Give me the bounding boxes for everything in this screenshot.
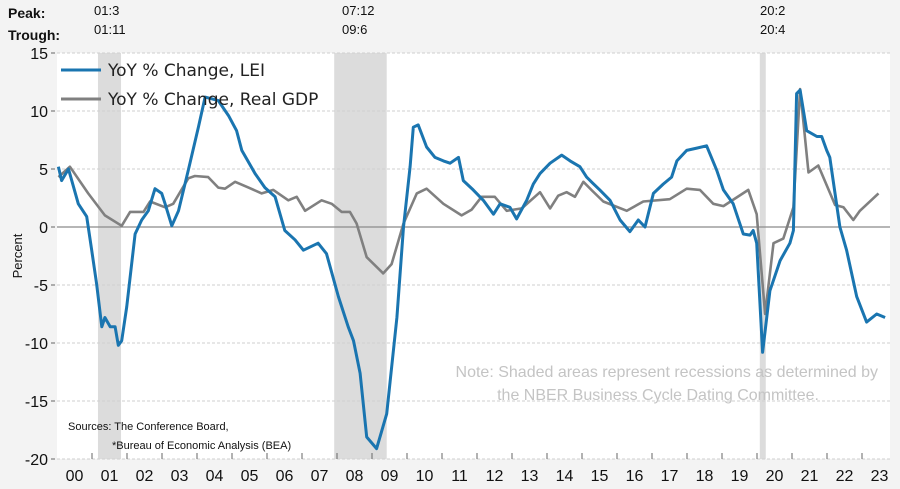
legend-label-gdp: YoY % Change, Real GDP bbox=[107, 90, 318, 110]
recession-peak-date: 07:12 bbox=[342, 3, 375, 18]
x-tick-label: 09 bbox=[381, 468, 399, 485]
sources-line-2: *Bureau of Economic Analysis (BEA) bbox=[112, 440, 291, 452]
x-tick-label: 11 bbox=[451, 468, 468, 485]
x-tick-label: 22 bbox=[836, 468, 854, 485]
recession-trough-date: 09:6 bbox=[342, 22, 368, 37]
recession-shade bbox=[97, 53, 122, 459]
x-tick-label: 01 bbox=[101, 468, 119, 485]
note-line-2: the NBER Business Cycle Dating Committee… bbox=[497, 387, 819, 404]
x-tick-label: 18 bbox=[696, 468, 714, 485]
x-tick-label: 16 bbox=[626, 468, 644, 485]
trough-label: Trough: bbox=[8, 27, 61, 43]
x-tick-label: 21 bbox=[801, 468, 819, 485]
x-tick-label: 03 bbox=[171, 468, 189, 485]
recession-peak-date: 20:2 bbox=[760, 3, 786, 18]
y-tick-label: -5 bbox=[34, 278, 48, 295]
note-line-1: Note: Shaded areas represent recessions … bbox=[456, 364, 878, 381]
recession-shade bbox=[759, 53, 766, 459]
x-tick-label: 10 bbox=[416, 468, 434, 485]
x-tick-label: 07 bbox=[311, 468, 329, 485]
recession-peak-date: 01:3 bbox=[94, 3, 120, 18]
y-tick-label: 5 bbox=[39, 162, 48, 179]
x-tick-label: 19 bbox=[731, 468, 749, 485]
x-tick-label: 00 bbox=[66, 468, 84, 485]
x-tick-label: 23 bbox=[871, 468, 889, 485]
x-tick-label: 15 bbox=[591, 468, 609, 485]
x-tick-label: 08 bbox=[346, 468, 364, 485]
y-tick-label: 0 bbox=[39, 220, 48, 237]
peak-label: Peak: bbox=[8, 5, 46, 21]
x-tick-label: 13 bbox=[521, 468, 539, 485]
x-tick-label: 20 bbox=[766, 468, 784, 485]
gdp-series-line bbox=[57, 87, 880, 316]
y-tick-label: -10 bbox=[25, 336, 48, 353]
recession-trough-date: 20:4 bbox=[760, 22, 786, 37]
recession-trough-date: 01:11 bbox=[94, 22, 126, 37]
sources-line-1: Sources: The Conference Board, bbox=[68, 421, 229, 433]
lei-series-line bbox=[56, 88, 886, 451]
y-tick-label: -20 bbox=[25, 452, 48, 469]
plot-area bbox=[57, 53, 890, 459]
x-tick-label: 02 bbox=[136, 468, 154, 485]
y-tick-label: 10 bbox=[30, 104, 48, 121]
x-tick-label: 17 bbox=[661, 468, 679, 485]
x-tick-label: 06 bbox=[276, 468, 294, 485]
y-axis-label: Percent bbox=[10, 233, 25, 278]
x-tick-label: 14 bbox=[556, 468, 574, 485]
y-tick-label: -15 bbox=[25, 394, 48, 411]
legend-label-lei: YoY % Change, LEI bbox=[107, 61, 265, 81]
recession-shade bbox=[334, 53, 387, 459]
x-tick-label: 04 bbox=[206, 468, 224, 485]
y-tick-label: 15 bbox=[30, 46, 48, 63]
x-tick-label: 05 bbox=[241, 468, 259, 485]
x-tick-label: 12 bbox=[486, 468, 504, 485]
